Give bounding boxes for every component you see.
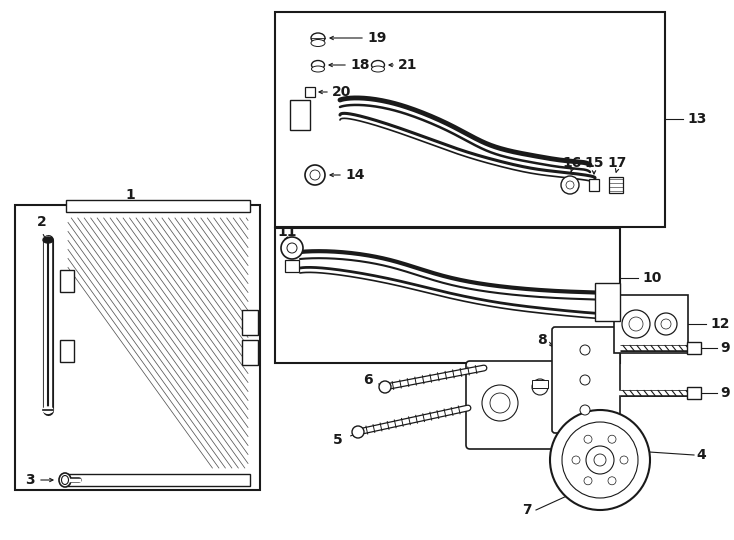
Bar — [614, 295, 688, 353]
Text: 4: 4 — [696, 448, 706, 462]
Text: 9: 9 — [720, 386, 730, 400]
Circle shape — [580, 345, 590, 355]
Text: 13: 13 — [687, 112, 706, 126]
Text: 16: 16 — [562, 156, 581, 170]
Bar — [687, 387, 701, 399]
Circle shape — [281, 237, 303, 259]
Circle shape — [550, 410, 650, 510]
FancyBboxPatch shape — [552, 327, 620, 433]
Text: 3: 3 — [25, 473, 34, 487]
Circle shape — [655, 313, 677, 335]
Ellipse shape — [371, 60, 385, 70]
Text: 6: 6 — [363, 373, 373, 387]
Ellipse shape — [311, 33, 325, 43]
Text: 5: 5 — [333, 433, 343, 447]
Bar — [687, 342, 701, 354]
Text: 2: 2 — [37, 215, 47, 229]
Circle shape — [561, 176, 579, 194]
Text: 7: 7 — [523, 503, 532, 517]
Bar — [275, 12, 665, 227]
Circle shape — [584, 435, 592, 443]
Text: 15: 15 — [584, 156, 604, 170]
Circle shape — [608, 435, 616, 443]
Circle shape — [580, 405, 590, 415]
Ellipse shape — [62, 476, 68, 484]
Ellipse shape — [59, 473, 71, 487]
Circle shape — [586, 446, 614, 474]
Circle shape — [608, 477, 616, 485]
Circle shape — [580, 375, 590, 385]
Circle shape — [629, 317, 643, 331]
Bar — [275, 228, 620, 363]
Bar — [60, 270, 74, 292]
Text: 11: 11 — [277, 225, 297, 239]
Bar — [66, 474, 250, 486]
Text: 14: 14 — [345, 168, 365, 182]
Circle shape — [562, 422, 638, 498]
Bar — [15, 205, 260, 490]
Circle shape — [620, 456, 628, 464]
Bar — [532, 380, 548, 388]
Text: 20: 20 — [332, 85, 352, 99]
Ellipse shape — [311, 60, 324, 70]
Text: 8: 8 — [537, 333, 547, 347]
Text: 18: 18 — [350, 58, 369, 72]
Ellipse shape — [371, 66, 385, 72]
Ellipse shape — [311, 39, 325, 46]
Bar — [242, 340, 258, 365]
Circle shape — [622, 310, 650, 338]
Circle shape — [310, 170, 320, 180]
Text: 17: 17 — [607, 156, 627, 170]
Bar — [305, 87, 315, 97]
Circle shape — [572, 456, 580, 464]
Bar — [290, 100, 310, 130]
Circle shape — [594, 454, 606, 466]
Circle shape — [584, 477, 592, 485]
Bar — [60, 340, 74, 362]
Bar — [589, 179, 599, 191]
Circle shape — [379, 381, 391, 393]
Bar — [609, 177, 623, 193]
Bar — [595, 283, 620, 321]
Circle shape — [566, 181, 574, 189]
Text: 21: 21 — [398, 58, 418, 72]
Bar — [66, 200, 250, 212]
Circle shape — [661, 319, 671, 329]
Text: 10: 10 — [642, 271, 661, 285]
Circle shape — [305, 165, 325, 185]
Bar — [242, 310, 258, 335]
Text: 19: 19 — [367, 31, 386, 45]
Circle shape — [490, 393, 510, 413]
Ellipse shape — [311, 66, 324, 72]
Ellipse shape — [43, 407, 53, 413]
Circle shape — [532, 379, 548, 395]
Text: 9: 9 — [720, 341, 730, 355]
Text: 1: 1 — [125, 188, 135, 202]
Bar — [285, 260, 299, 272]
Ellipse shape — [43, 237, 53, 243]
Circle shape — [482, 385, 518, 421]
Circle shape — [287, 243, 297, 253]
FancyBboxPatch shape — [466, 361, 564, 449]
Circle shape — [352, 426, 364, 438]
Text: 12: 12 — [710, 317, 730, 331]
